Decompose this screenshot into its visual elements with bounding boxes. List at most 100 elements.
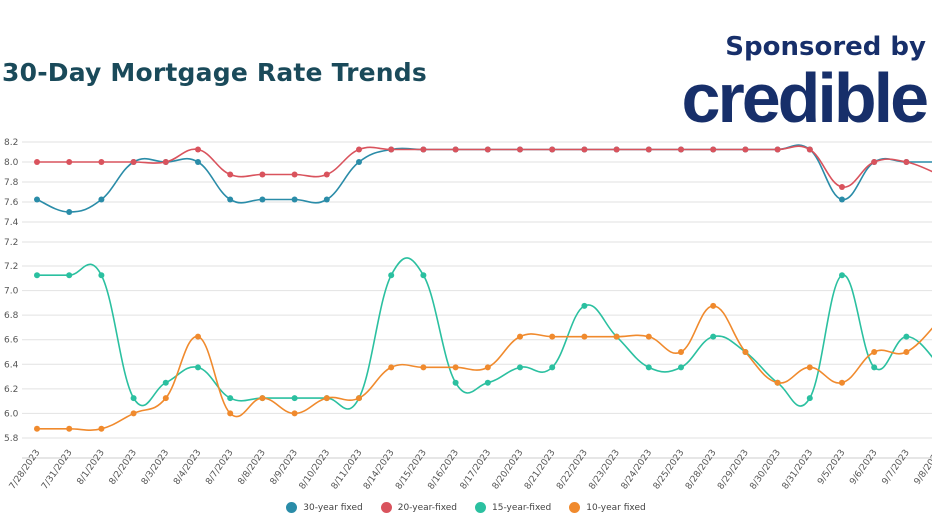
data-point bbox=[356, 159, 362, 165]
sponsor-label: Sponsored by bbox=[725, 32, 926, 62]
x-tick-label: 8/30/2023 bbox=[748, 448, 783, 492]
data-point bbox=[356, 146, 362, 153]
data-point bbox=[484, 364, 491, 371]
chart-legend: 30-year fixed 20-year-fixed 15-year-fixed 1… bbox=[0, 502, 932, 513]
sponsor-logo[interactable]: credible bbox=[681, 59, 929, 137]
y-tick-label: 5.8 bbox=[4, 434, 19, 444]
legend-dot-icon bbox=[475, 502, 486, 513]
data-point bbox=[742, 349, 749, 355]
data-point bbox=[195, 333, 201, 340]
y-tick-label: 8.2 bbox=[4, 138, 18, 148]
y-tick-label: 6.8 bbox=[4, 311, 19, 321]
data-point bbox=[323, 171, 330, 178]
data-point bbox=[259, 196, 266, 203]
data-point bbox=[903, 159, 910, 165]
data-point bbox=[452, 364, 459, 371]
data-point bbox=[227, 196, 234, 203]
x-tick-label: 8/1/2023 bbox=[75, 448, 106, 487]
data-point bbox=[66, 425, 73, 432]
data-point bbox=[388, 272, 395, 279]
data-point bbox=[549, 333, 556, 340]
data-point bbox=[839, 184, 845, 190]
data-point bbox=[259, 395, 266, 402]
data-point bbox=[645, 333, 652, 340]
x-tick-label: 8/14/2023 bbox=[362, 448, 397, 492]
sponsor-block: Sponsored by credible bbox=[681, 32, 929, 137]
data-point bbox=[871, 159, 878, 165]
page-title: 30-Day Mortgage Rate Trends bbox=[2, 58, 427, 87]
data-point bbox=[613, 333, 620, 340]
legend-item[interactable]: 20-year-fixed bbox=[380, 502, 457, 513]
y-tick-label: 6.0 bbox=[4, 409, 19, 419]
data-point bbox=[452, 379, 459, 386]
legend-label: 20-year-fixed bbox=[397, 502, 457, 513]
data-point bbox=[323, 395, 330, 402]
data-point bbox=[710, 333, 717, 340]
data-point bbox=[34, 272, 40, 279]
data-point bbox=[227, 395, 234, 402]
data-point bbox=[742, 146, 749, 153]
x-tick-label: 8/7/2023 bbox=[204, 448, 235, 487]
data-point bbox=[291, 171, 298, 178]
data-point bbox=[613, 146, 620, 153]
data-point bbox=[774, 379, 781, 386]
data-point bbox=[645, 364, 652, 371]
data-point bbox=[871, 364, 878, 371]
data-point bbox=[806, 395, 813, 402]
data-point bbox=[195, 159, 201, 165]
data-point bbox=[66, 209, 73, 215]
data-point bbox=[839, 379, 845, 386]
data-point bbox=[66, 272, 73, 279]
series-line-15-year-fixed bbox=[36, 257, 932, 410]
data-point bbox=[195, 364, 201, 371]
data-point bbox=[323, 196, 330, 203]
x-tick-label: 8/3/2023 bbox=[140, 448, 171, 487]
x-tick-label: 8/11/2023 bbox=[330, 448, 365, 492]
x-tick-label: 9/6/2023 bbox=[848, 448, 879, 487]
y-tick-label: 8.0 bbox=[4, 158, 19, 168]
data-point bbox=[66, 159, 73, 165]
x-tick-label: 8/24/2023 bbox=[620, 448, 655, 492]
x-tick-label: 8/16/2023 bbox=[426, 448, 461, 492]
x-tick-label: 8/10/2023 bbox=[298, 448, 333, 492]
data-point bbox=[227, 171, 234, 178]
data-point bbox=[291, 395, 298, 402]
x-tick-label: 8/20/2023 bbox=[491, 448, 526, 492]
legend-dot-icon bbox=[569, 502, 581, 513]
legend-dot-icon bbox=[286, 502, 298, 513]
series-line-10-year-fixed bbox=[37, 305, 932, 431]
data-point bbox=[484, 146, 491, 153]
data-point bbox=[388, 146, 395, 153]
x-tick-label: 7/28/2023 bbox=[8, 448, 43, 492]
x-tick-label: 8/8/2023 bbox=[236, 448, 267, 487]
x-tick-label: 9/8/2023 bbox=[913, 448, 932, 487]
legend-item[interactable]: 15-year-fixed bbox=[475, 502, 551, 513]
data-point bbox=[420, 364, 427, 371]
y-tick-label: 7.8 bbox=[4, 178, 19, 188]
legend-item[interactable]: 30-year fixed bbox=[286, 502, 363, 513]
data-point bbox=[291, 196, 298, 203]
data-point bbox=[34, 196, 40, 203]
legend-label: 10-year fixed bbox=[586, 502, 646, 513]
data-point bbox=[581, 333, 588, 340]
data-point bbox=[356, 395, 362, 402]
data-point bbox=[549, 364, 556, 371]
y-tick-label: 6.6 bbox=[4, 336, 19, 346]
data-point bbox=[420, 146, 427, 153]
x-tick-label: 8/23/2023 bbox=[587, 448, 622, 492]
y-tick-label: 7.2 bbox=[4, 262, 18, 272]
legend-item[interactable]: 10-year fixed bbox=[569, 502, 646, 513]
data-point bbox=[388, 364, 395, 371]
x-tick-label: 8/9/2023 bbox=[269, 448, 300, 487]
data-point bbox=[195, 146, 201, 153]
x-tick-label: 8/17/2023 bbox=[459, 448, 494, 492]
x-tick-label: 8/2/2023 bbox=[108, 448, 139, 487]
data-point bbox=[839, 196, 845, 203]
legend-label: 30-year fixed bbox=[303, 502, 363, 513]
data-point bbox=[806, 146, 813, 153]
data-point bbox=[678, 146, 684, 153]
x-tick-label: 8/31/2023 bbox=[781, 448, 816, 492]
y-tick-label: 7.0 bbox=[4, 287, 19, 297]
legend-dot-icon bbox=[380, 502, 392, 513]
x-tick-label: 8/21/2023 bbox=[523, 448, 558, 492]
